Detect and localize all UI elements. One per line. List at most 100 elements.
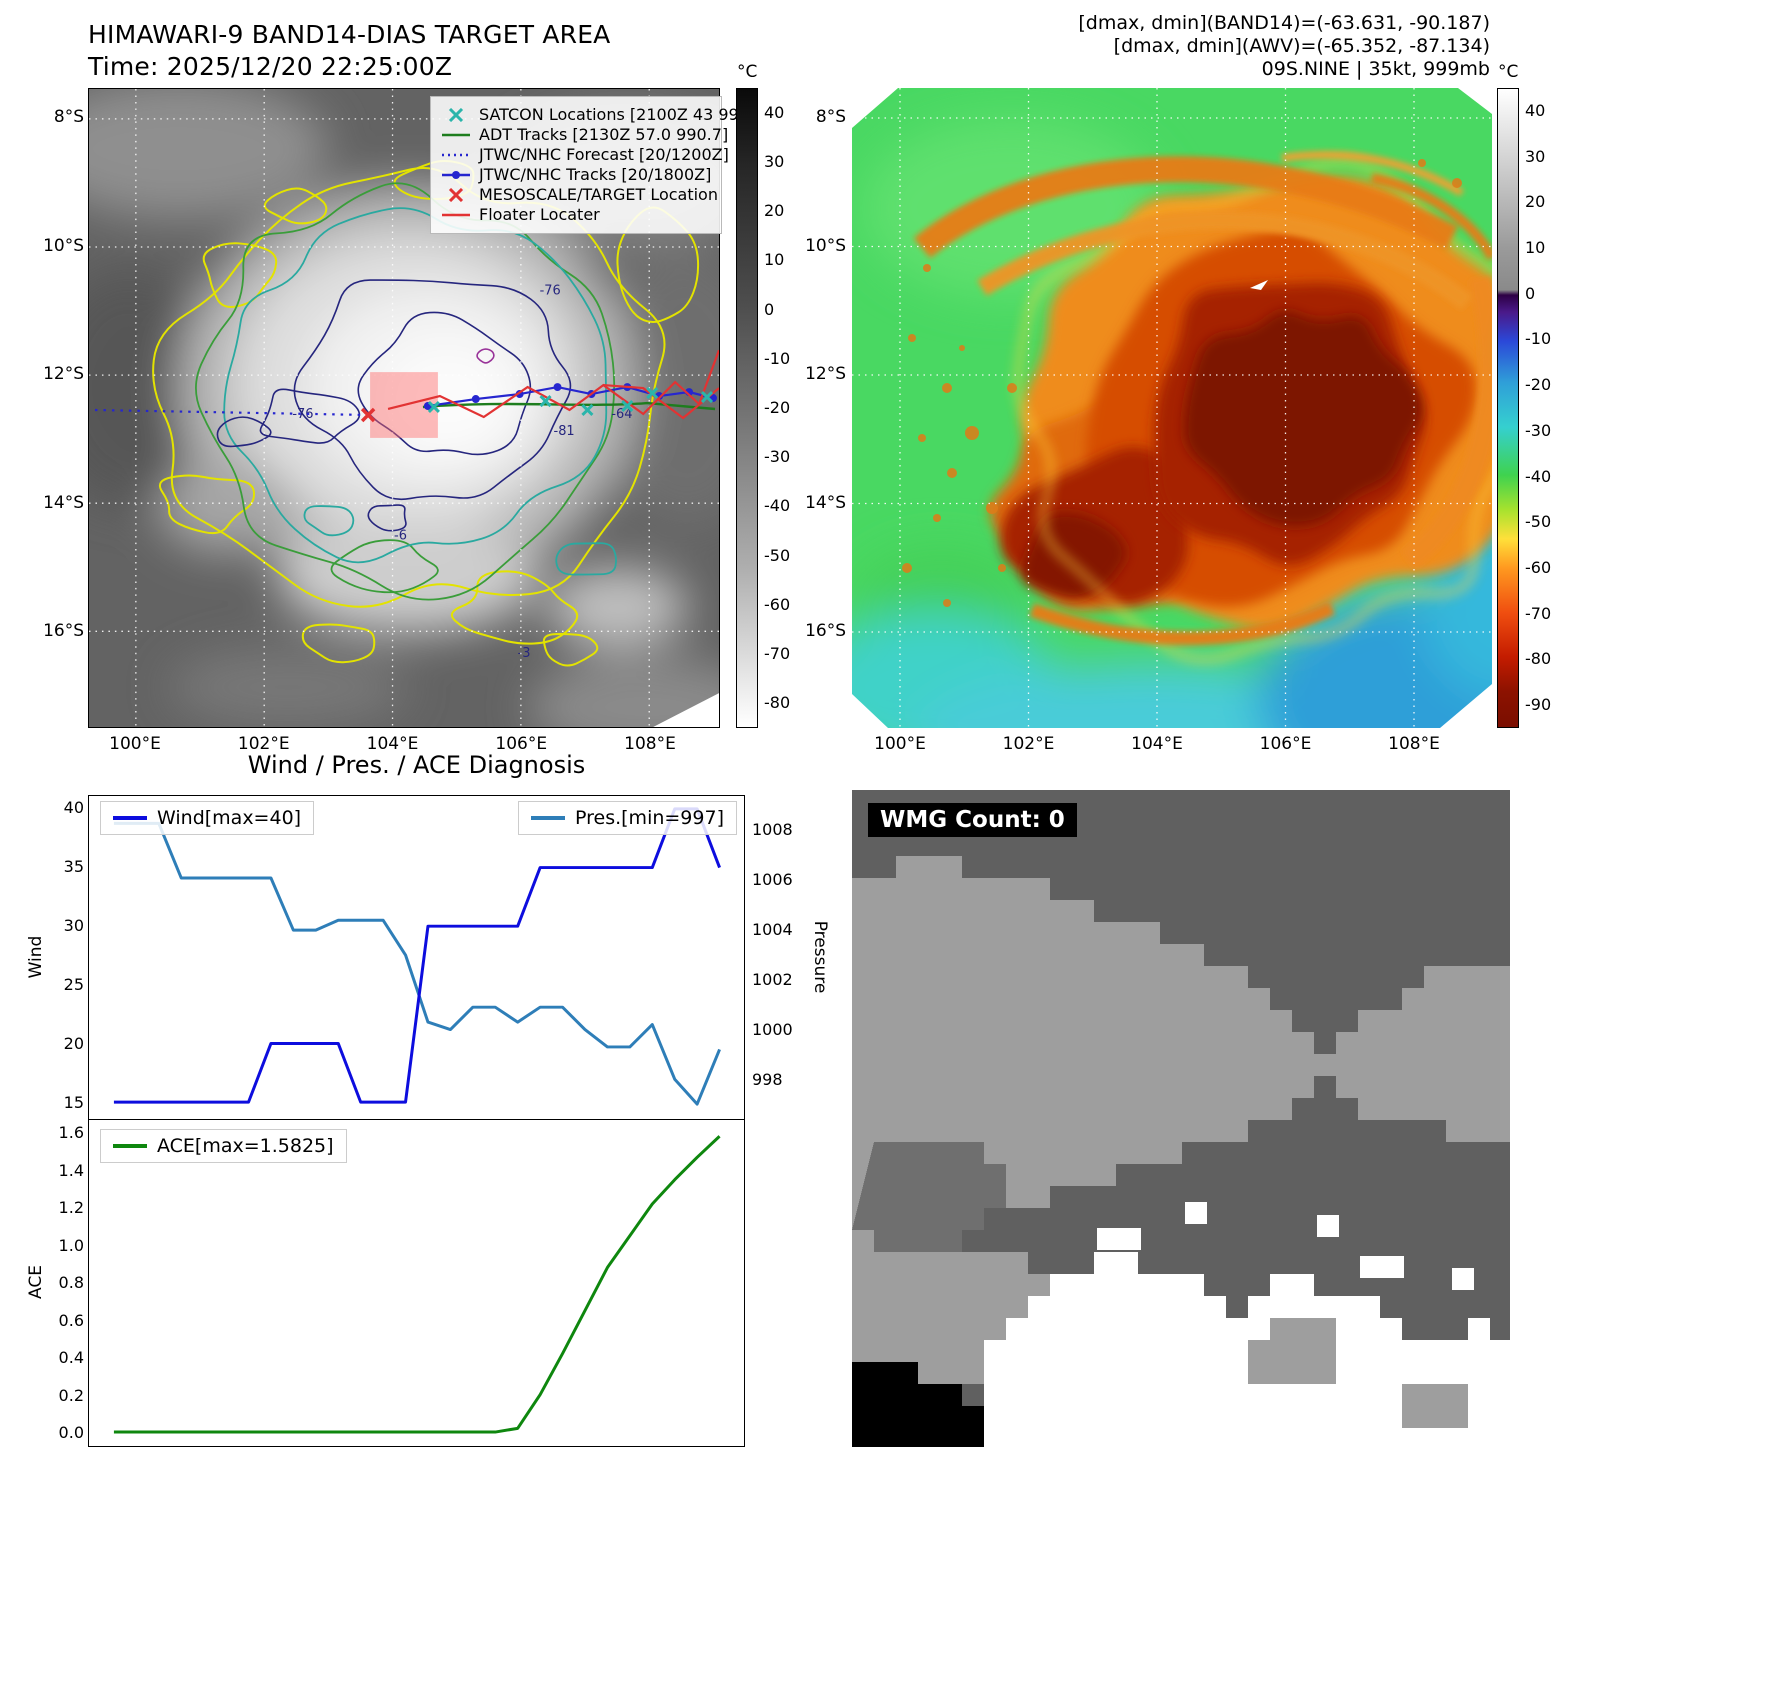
legend-item: MESOSCALE/TARGET Location	[441, 185, 718, 205]
band14-title: HIMAWARI-9 BAND14-DIAS TARGET AREA	[88, 20, 611, 49]
tick-label: 8°S	[53, 107, 84, 127]
legend-marker-x	[448, 188, 464, 202]
tick-label: -30	[764, 447, 791, 467]
tick-label: 30	[764, 151, 785, 171]
tick-label: -40	[1525, 466, 1552, 486]
wmg-map	[852, 790, 1510, 1447]
svg-text:-3: -3	[518, 646, 531, 661]
band14-colorbar-unit: °C	[737, 62, 758, 82]
legend-marker-x	[448, 108, 464, 122]
svg-text:-76: -76	[292, 407, 313, 422]
tick-label: -50	[1525, 512, 1552, 532]
awv-colorbar	[1497, 88, 1519, 728]
svg-text:-64: -64	[611, 407, 632, 422]
tick-label: -70	[764, 644, 791, 664]
tick-label: 20	[63, 1034, 84, 1053]
tick-label: 40	[63, 798, 84, 817]
tick-label: 14°S	[43, 492, 84, 513]
legend-label: ADT Tracks [2130Z 57.0 990.7]	[479, 125, 729, 144]
legend-item: JTWC/NHC Forecast [20/1200Z]	[441, 145, 729, 165]
legend-marker-dotted	[442, 153, 470, 157]
tick-label: 108°E	[1388, 734, 1440, 754]
svg-text:-81: -81	[554, 424, 575, 439]
wind-legend-label: Wind[max=40]	[157, 807, 302, 829]
band14-colorbar	[736, 88, 758, 728]
tick-label: -30	[1525, 420, 1552, 440]
tick-label: 16°S	[43, 621, 84, 641]
legend-label: JTWC/NHC Forecast [20/1200Z]	[479, 145, 729, 164]
tick-label: 0.0	[58, 1423, 84, 1442]
tick-label: 40	[764, 102, 785, 122]
tick-label: 35	[63, 857, 84, 876]
legend-item: Floater Locater	[441, 205, 711, 225]
tick-label: 1008	[752, 820, 793, 839]
tick-label: -20	[764, 398, 791, 417]
tick-label: -50	[764, 545, 791, 565]
band14-satellite-image: -76 -64 -81 -76 -6 -3	[89, 89, 719, 727]
tick-label: -80	[764, 693, 791, 713]
awv-colorbar-unit: °C	[1498, 62, 1519, 82]
tick-label: 1.2	[58, 1198, 84, 1217]
wind-legend-swatch	[113, 816, 147, 820]
tick-label: 15	[63, 1093, 84, 1112]
pressure-legend: Pres.[min=997]	[518, 801, 737, 835]
tick-label: 0.4	[58, 1348, 84, 1367]
tick-label: 30	[63, 916, 84, 935]
wind-axis-label: Wind	[26, 935, 46, 979]
wind-legend: Wind[max=40]	[100, 801, 315, 835]
tick-label: 0	[764, 299, 775, 319]
tick-label: 1.4	[58, 1160, 84, 1180]
tick-label: 0	[1525, 283, 1536, 303]
awv-map	[852, 88, 1492, 728]
convective-speckles	[902, 159, 1462, 607]
wmg-blocks	[852, 856, 1510, 1447]
legend-item: ADT Tracks [2130Z 57.0 990.7]	[441, 125, 728, 145]
tick-label: -20	[1525, 375, 1552, 395]
storm-id-intensity: 09S.NINE | 35kt, 999mb	[1261, 58, 1490, 80]
ace-chart	[88, 1120, 745, 1447]
tick-label: 10°S	[43, 235, 84, 256]
tick-label: 998	[752, 1070, 783, 1089]
awv-header: [dmax, dmin](BAND14)=(-63.631, -90.187) …	[1040, 12, 1490, 81]
tick-label: 20	[1525, 192, 1546, 212]
legend-label: Floater Locater	[479, 205, 600, 224]
tick-label: 14°S	[805, 492, 846, 513]
legend-label: JTWC/NHC Tracks [20/1800Z]	[479, 165, 712, 184]
pressure-legend-swatch	[531, 816, 565, 820]
tick-label: -90	[1525, 695, 1552, 715]
tick-label: 20	[764, 201, 785, 221]
tick-label: 0.8	[58, 1273, 84, 1292]
tick-label: 100°E	[874, 734, 926, 754]
tick-label: 0.2	[58, 1385, 84, 1405]
tick-label: 12°S	[43, 364, 84, 384]
dmax-dmin-band14: [dmax, dmin](BAND14)=(-63.631, -90.187)	[1078, 12, 1490, 34]
ace-legend: ACE[max=1.5825]	[100, 1129, 347, 1163]
wind-arrow-marker	[1250, 280, 1268, 290]
awv-satellite-image	[852, 88, 1492, 728]
pressure-axis-label: Pressure	[810, 920, 830, 994]
ace-legend-label: ACE[max=1.5825]	[157, 1135, 334, 1157]
pressure-legend-label: Pres.[min=997]	[575, 807, 724, 829]
legend-label: MESOSCALE/TARGET Location	[479, 185, 718, 204]
legend-label: SATCON Locations [2100Z 43 994]	[479, 105, 756, 124]
band14-subtitle: Time: 2025/12/20 22:25:00Z	[88, 52, 453, 81]
tick-label: 10°S	[805, 235, 846, 256]
svg-text:-6: -6	[394, 529, 407, 544]
tick-label: 1.0	[58, 1235, 84, 1255]
cold-cloud-core	[989, 159, 1492, 662]
tick-label: 1004	[752, 920, 793, 939]
legend-marker-line	[442, 213, 470, 217]
ace-axis-label: ACE	[26, 1265, 46, 1299]
legend-item: JTWC/NHC Tracks [20/1800Z]	[441, 165, 711, 185]
band14-legend: SATCON Locations [2100Z 43 994] ADT Track…	[430, 96, 755, 234]
tick-label: 0.6	[58, 1310, 84, 1330]
wind-pressure-plot	[113, 807, 721, 1106]
tick-label: 16°S	[805, 621, 846, 641]
tick-label: -10	[1525, 329, 1552, 349]
diagnosis-title: Wind / Pres. / ACE Diagnosis	[247, 751, 586, 779]
tick-label: 30	[1525, 146, 1546, 166]
storm-tracks	[94, 349, 719, 438]
tick-label: 40	[1525, 100, 1546, 120]
tick-label: -60	[764, 594, 791, 614]
